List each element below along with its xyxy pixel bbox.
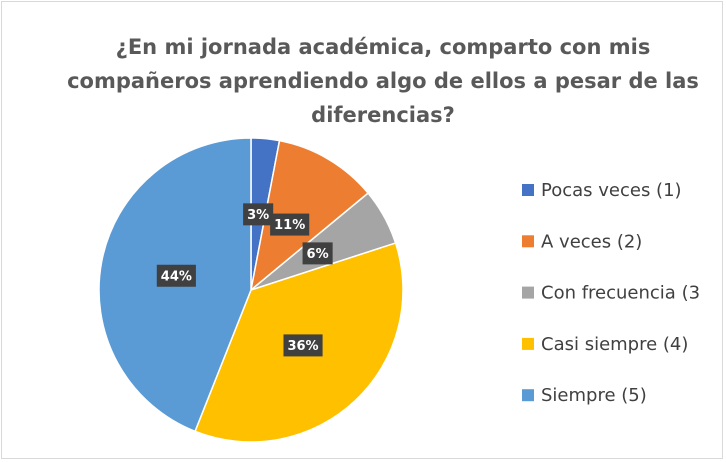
- legend-label: A veces (2): [541, 231, 642, 252]
- data-label: 6%: [307, 247, 329, 262]
- legend-label: Pocas veces (1): [541, 180, 682, 201]
- legend-swatch: [522, 235, 534, 248]
- data-label-box: [243, 203, 274, 226]
- data-label-box: [156, 264, 196, 287]
- legend-label: Casi siempre (4): [541, 334, 688, 355]
- data-label: 44%: [161, 269, 192, 284]
- legend-swatch: [522, 286, 534, 299]
- data-label-box: [302, 242, 333, 265]
- data-label-box: [283, 334, 323, 357]
- data-label: 36%: [287, 339, 318, 354]
- legend-label: Siempre (5): [541, 385, 647, 406]
- legend-swatch: [522, 184, 534, 196]
- data-label: 3%: [247, 208, 269, 223]
- pie-slice: [249, 139, 370, 292]
- data-label-box: [270, 213, 310, 236]
- legend-swatch: [522, 337, 534, 350]
- legend-label: Con frecuencia (3: [541, 283, 700, 304]
- data-label: 11%: [274, 218, 305, 233]
- chart-title: ¿En mi jornada académica, comparto con m…: [67, 35, 699, 127]
- legend-swatch: [522, 389, 534, 402]
